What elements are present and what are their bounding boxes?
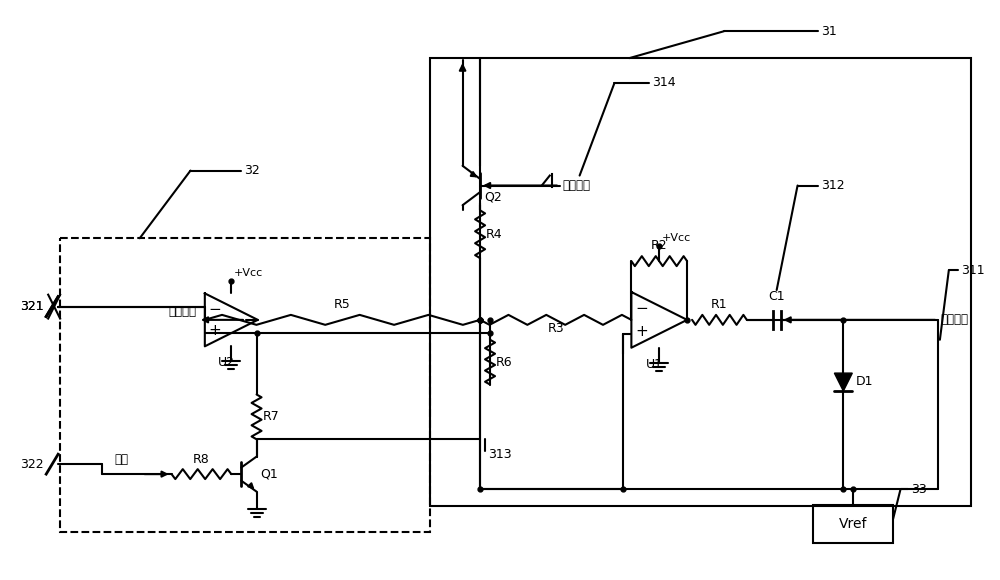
Text: 32: 32: [244, 164, 260, 177]
Text: U1: U1: [646, 358, 663, 371]
Bar: [813, 505, 893, 543]
Text: 过冲指示: 过冲指示: [168, 306, 196, 318]
Text: 射频输入: 射频输入: [941, 313, 969, 327]
Text: Q1: Q1: [261, 467, 278, 481]
Text: U2: U2: [218, 356, 235, 369]
Text: R3: R3: [547, 322, 564, 335]
Text: R1: R1: [711, 298, 728, 311]
Text: 313: 313: [488, 448, 512, 461]
Text: Vref: Vref: [839, 517, 868, 531]
Text: 33: 33: [911, 483, 927, 495]
Text: R4: R4: [486, 228, 503, 241]
Text: +Vcc: +Vcc: [662, 233, 691, 243]
Text: 322: 322: [20, 458, 44, 470]
Text: −: −: [635, 301, 648, 316]
Text: +: +: [209, 323, 222, 338]
Text: +Vcc: +Vcc: [234, 269, 264, 278]
Text: R2: R2: [651, 239, 668, 252]
Text: 321: 321: [20, 300, 44, 313]
Text: +: +: [635, 324, 648, 339]
Text: 311: 311: [961, 263, 984, 277]
Text: R6: R6: [496, 356, 513, 369]
Text: 321: 321: [20, 300, 44, 313]
Text: C1: C1: [768, 290, 785, 303]
Text: 312: 312: [821, 179, 845, 192]
Text: 复位: 复位: [115, 453, 129, 466]
Text: D1: D1: [855, 375, 873, 388]
Text: 31: 31: [821, 25, 837, 38]
Bar: [430, 58, 971, 506]
Text: R5: R5: [334, 298, 351, 311]
Text: −: −: [209, 302, 222, 317]
Text: Q2: Q2: [484, 190, 502, 204]
Text: R7: R7: [263, 411, 279, 423]
Bar: [60, 238, 430, 532]
Text: 314: 314: [652, 77, 676, 89]
Text: R8: R8: [193, 453, 210, 466]
Text: 模式设定: 模式设定: [563, 179, 591, 192]
Polygon shape: [834, 373, 852, 391]
